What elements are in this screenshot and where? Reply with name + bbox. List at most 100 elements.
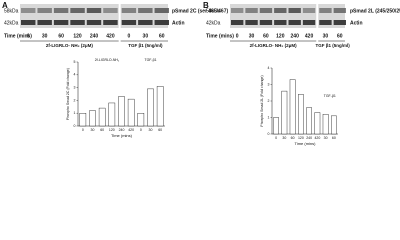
y-tick-label: 3 [268, 82, 270, 86]
time-title: Time (mins) [206, 33, 234, 39]
blot-band [21, 8, 36, 13]
bar [127, 98, 135, 127]
time-label: 30 [143, 33, 149, 39]
blot-band [154, 8, 169, 13]
treatment-label: TGF β1 (5ng/ml) [128, 43, 163, 48]
x-tick-label: 0 [140, 128, 142, 132]
blot-band [86, 20, 102, 25]
time-label: 120 [276, 33, 285, 39]
blot-band [53, 8, 69, 13]
treatment-label: 2f-LIGRLO- NH₂ (2μM) [250, 43, 297, 48]
y-tick-label: 1 [268, 115, 270, 119]
blot-band [70, 20, 85, 25]
blot-band [37, 20, 52, 25]
band-label: Actin [172, 20, 185, 26]
blot-band [53, 20, 69, 25]
marker-label: 58kDa [4, 8, 19, 14]
bar [89, 110, 96, 127]
bar [156, 86, 164, 127]
time-label: 60 [263, 33, 269, 39]
time-label: 60 [337, 33, 343, 39]
x-tick-label: 60 [332, 136, 336, 140]
marker-label: 42kDa [4, 20, 19, 26]
bar [298, 94, 304, 135]
y-axis-title: Phospho Smad 2C (Fold change) [66, 68, 70, 120]
blot-band [231, 8, 244, 13]
y-tick-label: 5 [74, 60, 76, 64]
y-tick-label: 0 [74, 124, 76, 128]
time-label: 420 [305, 33, 314, 39]
x-tick-label: 240 [119, 128, 125, 132]
x-tick-label: 30 [91, 128, 95, 132]
time-label: 240 [291, 33, 300, 39]
time-label: 240 [90, 33, 99, 39]
blot-band [319, 8, 332, 13]
treatment-label: TGF β1 (5ng/ml) [316, 43, 351, 48]
time-label: 30 [42, 33, 48, 39]
blot-band [103, 20, 118, 25]
panel-letter: B [203, 1, 209, 10]
marker-label: 42kDa [206, 20, 221, 26]
blot-band [333, 8, 346, 13]
marker-label: 58kDa [206, 8, 221, 14]
time-label: 60 [58, 33, 64, 39]
bar [108, 102, 116, 127]
x-tick-label: 0 [275, 136, 277, 140]
bar [331, 115, 337, 135]
bar [322, 113, 329, 135]
blot-band [154, 20, 169, 25]
group-label: TGF-β1 [144, 58, 156, 62]
x-tick-label: 240 [306, 136, 312, 140]
blot-band [103, 8, 118, 13]
x-tick-label: 30 [149, 128, 153, 132]
y-tick-label: 2 [74, 98, 76, 102]
bar [273, 117, 279, 135]
y-tick-label: 1 [74, 111, 76, 115]
blot-band [288, 8, 301, 13]
bar [79, 112, 87, 127]
blot-band [231, 20, 244, 25]
time-label: 0 [127, 33, 130, 39]
bar [147, 88, 154, 127]
y-tick-label: 0 [268, 132, 270, 136]
bar [306, 107, 312, 135]
bar [314, 112, 321, 135]
blot-band [37, 8, 52, 13]
time-label: 30 [323, 33, 329, 39]
x-axis-title: Time (mins) [295, 141, 317, 146]
band-label: pSmad 2L (245/250/255) [350, 8, 400, 14]
x-axis-title: Time (mins) [111, 133, 133, 138]
bar [98, 107, 106, 127]
blot-band [259, 20, 273, 25]
blot-band [138, 8, 153, 13]
blot-band [302, 8, 316, 13]
time-label: 0 [27, 33, 30, 39]
group-label: TGF-β1 [324, 94, 336, 98]
bar [137, 112, 145, 127]
y-tick-label: 4 [268, 66, 270, 70]
y-axis-title: Phospho Smad 2L (Fold change) [260, 75, 264, 126]
time-label: 30 [249, 33, 255, 39]
blot-band [70, 8, 85, 13]
y-tick-label: 2 [268, 99, 270, 103]
x-tick-label: 0 [82, 128, 84, 132]
x-tick-label: 420 [314, 136, 320, 140]
time-label: 60 [159, 33, 165, 39]
blot-band [21, 20, 36, 25]
time-label: 420 [106, 33, 115, 39]
x-tick-label: 60 [100, 128, 104, 132]
blot-band [86, 8, 102, 13]
x-tick-label: 420 [128, 128, 134, 132]
blot-band [274, 8, 287, 13]
x-tick-label: 30 [282, 136, 286, 140]
blot-band [302, 20, 316, 25]
x-tick-label: 120 [109, 128, 115, 132]
band-label: pSmad 2C (ser 465/467) [172, 8, 228, 14]
blot-background [230, 4, 317, 28]
blot-band [245, 8, 258, 13]
blot-band [121, 20, 137, 25]
bar [289, 79, 296, 135]
bar [281, 90, 288, 135]
blot-band [138, 20, 153, 25]
